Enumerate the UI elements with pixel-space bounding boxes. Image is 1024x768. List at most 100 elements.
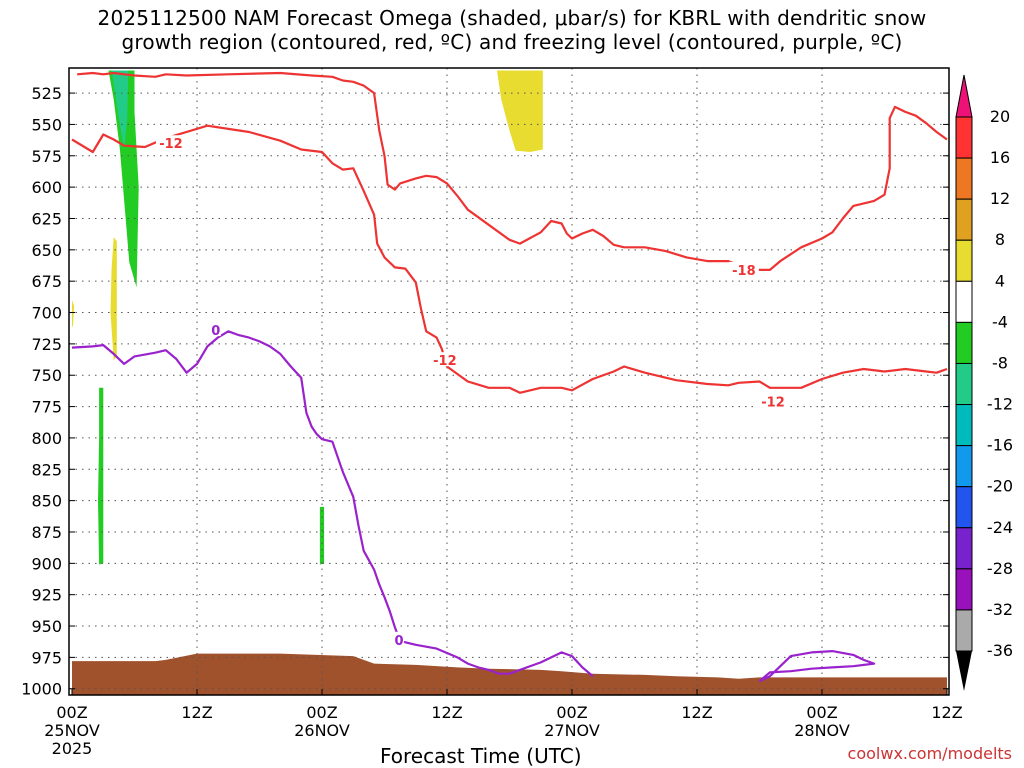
- omega-shade-region: [111, 70, 129, 150]
- contour-label: -12: [761, 396, 785, 411]
- y-tick-label: 825: [31, 460, 62, 479]
- y-tick-label: 800: [31, 429, 62, 448]
- colorbar-label: -28: [987, 559, 1013, 578]
- colorbar-swatch: [955, 157, 973, 200]
- x-tick-label: 12Z: [181, 703, 212, 722]
- colorbar-label: 20: [990, 107, 1010, 126]
- x-tick-date: 27NOV: [544, 721, 600, 740]
- y-tick-label: 600: [31, 178, 62, 197]
- colorbar-swatch: [955, 527, 973, 570]
- contour-label-bg: [155, 135, 186, 150]
- terrain-fill: [72, 653, 947, 695]
- y-tick-label: 550: [31, 115, 62, 134]
- y-tick-label: 725: [31, 335, 62, 354]
- freezing-level-contour: [758, 649, 876, 683]
- omega-shading: [72, 70, 543, 565]
- chart-title: 2025112500 NAM Forecast Omega (shaded, μ…: [0, 6, 1024, 54]
- colorbar-swatch: [955, 321, 973, 364]
- colorbar-label: 8: [995, 230, 1005, 249]
- y-tick-label: 700: [31, 304, 62, 323]
- colorbar-label: -36: [987, 641, 1013, 660]
- colorbar-swatch: [955, 198, 973, 241]
- contour-label: -12: [159, 137, 183, 152]
- colorbar-label: 12: [990, 189, 1010, 208]
- contour-label-bg: [394, 631, 405, 646]
- title-line-1: 2025112500 NAM Forecast Omega (shaded, μ…: [97, 6, 927, 30]
- x-tick-label: 12Z: [681, 703, 712, 722]
- y-tick-label: 775: [31, 398, 62, 417]
- y-tick-label: 650: [31, 241, 62, 260]
- y-tick-label: 625: [31, 209, 62, 228]
- y-tick-label: 750: [31, 366, 62, 385]
- y-tick-label: 575: [31, 147, 62, 166]
- contour-label: 0: [211, 324, 220, 339]
- colorbar-swatch: [955, 239, 973, 282]
- freezing-level-contour: [71, 330, 594, 678]
- dgz-contour: [71, 124, 948, 394]
- contour-lines: [71, 71, 948, 683]
- omega-shade-region: [72, 300, 75, 328]
- x-tick-label: 12Z: [931, 703, 962, 722]
- colorbar-label: -12: [987, 395, 1013, 414]
- omega-shade-region: [497, 70, 543, 152]
- y-tick-label: 875: [31, 523, 62, 542]
- colorbar-swatch: [955, 404, 973, 447]
- contour-label-bg: [429, 352, 460, 367]
- colorbar-swatch: [955, 116, 973, 159]
- x-tick-label: 00Z: [306, 703, 337, 722]
- plot-frame: [68, 67, 950, 696]
- colorbar-swatch: [955, 568, 973, 611]
- colorbar-label: -8: [992, 353, 1008, 372]
- y-tick-label: 925: [31, 586, 62, 605]
- x-tick-year: 2025: [52, 739, 93, 758]
- terrain-region: [72, 653, 947, 695]
- omega-shade-region: [319, 506, 325, 565]
- y-tick-label: 900: [31, 554, 62, 573]
- colorbar-label: -24: [987, 518, 1013, 537]
- colorbar-swatch: [955, 486, 973, 529]
- colorbar-label: 4: [995, 271, 1005, 290]
- y-tick-label: 975: [31, 648, 62, 667]
- contour-label: 0: [395, 634, 404, 649]
- colorbar: 20 16 12 8 4 -4 -8 -12 -16 -20 -24 -28 -32 -36: [955, 74, 1013, 691]
- colorbar-label: -4: [992, 312, 1008, 331]
- omega-shade-region: [108, 70, 139, 288]
- contour-label-bg: [758, 393, 789, 408]
- colorbar-label: 16: [990, 148, 1010, 167]
- gridlines: [69, 68, 949, 695]
- colorbar-swatch: [955, 280, 973, 323]
- x-tick-date: 26NOV: [294, 721, 350, 740]
- y-tick-label: 850: [31, 492, 62, 511]
- x-tick-label: 00Z: [56, 703, 87, 722]
- contour-label: -18: [732, 264, 756, 279]
- y-tick-label: 1000: [21, 680, 62, 699]
- colorbar-bottom-arrow: [956, 651, 972, 691]
- colorbar-label: -32: [987, 600, 1013, 619]
- x-tick-label: 12Z: [431, 703, 462, 722]
- y-axis: 525 550 575 600 625 650 675 700 725 750 775 800 825 8…: [21, 84, 949, 699]
- y-tick-label: 950: [31, 617, 62, 636]
- credit-link[interactable]: coolwx.com/modelts: [847, 744, 1012, 763]
- colorbar-swatch: [955, 445, 973, 488]
- contour-label: -12: [433, 354, 457, 369]
- colorbar-swatch: [955, 362, 973, 406]
- colorbar-top-arrow: [955, 74, 973, 118]
- colorbar-swatch: [955, 609, 973, 652]
- y-tick-label: 675: [31, 272, 62, 291]
- omega-shade-region: [98, 387, 104, 565]
- contour-labels: -12 -18 -12 -12 0 0: [155, 135, 789, 649]
- x-axis-title: Forecast Time (UTC): [380, 744, 582, 768]
- x-tick-date: 25NOV: [44, 721, 100, 740]
- contour-label-bg: [728, 261, 759, 276]
- title-line-2: growth region (contoured, red, ºC) and f…: [121, 30, 903, 54]
- colorbar-label: -16: [987, 436, 1013, 455]
- colorbar-label: -20: [987, 477, 1013, 496]
- x-tick-label: 00Z: [556, 703, 587, 722]
- x-tick-label: 00Z: [806, 703, 837, 722]
- omega-shade-region: [110, 237, 117, 361]
- dgz-contour: [77, 71, 948, 271]
- y-tick-label: 525: [31, 84, 62, 103]
- contour-label-bg: [210, 322, 221, 337]
